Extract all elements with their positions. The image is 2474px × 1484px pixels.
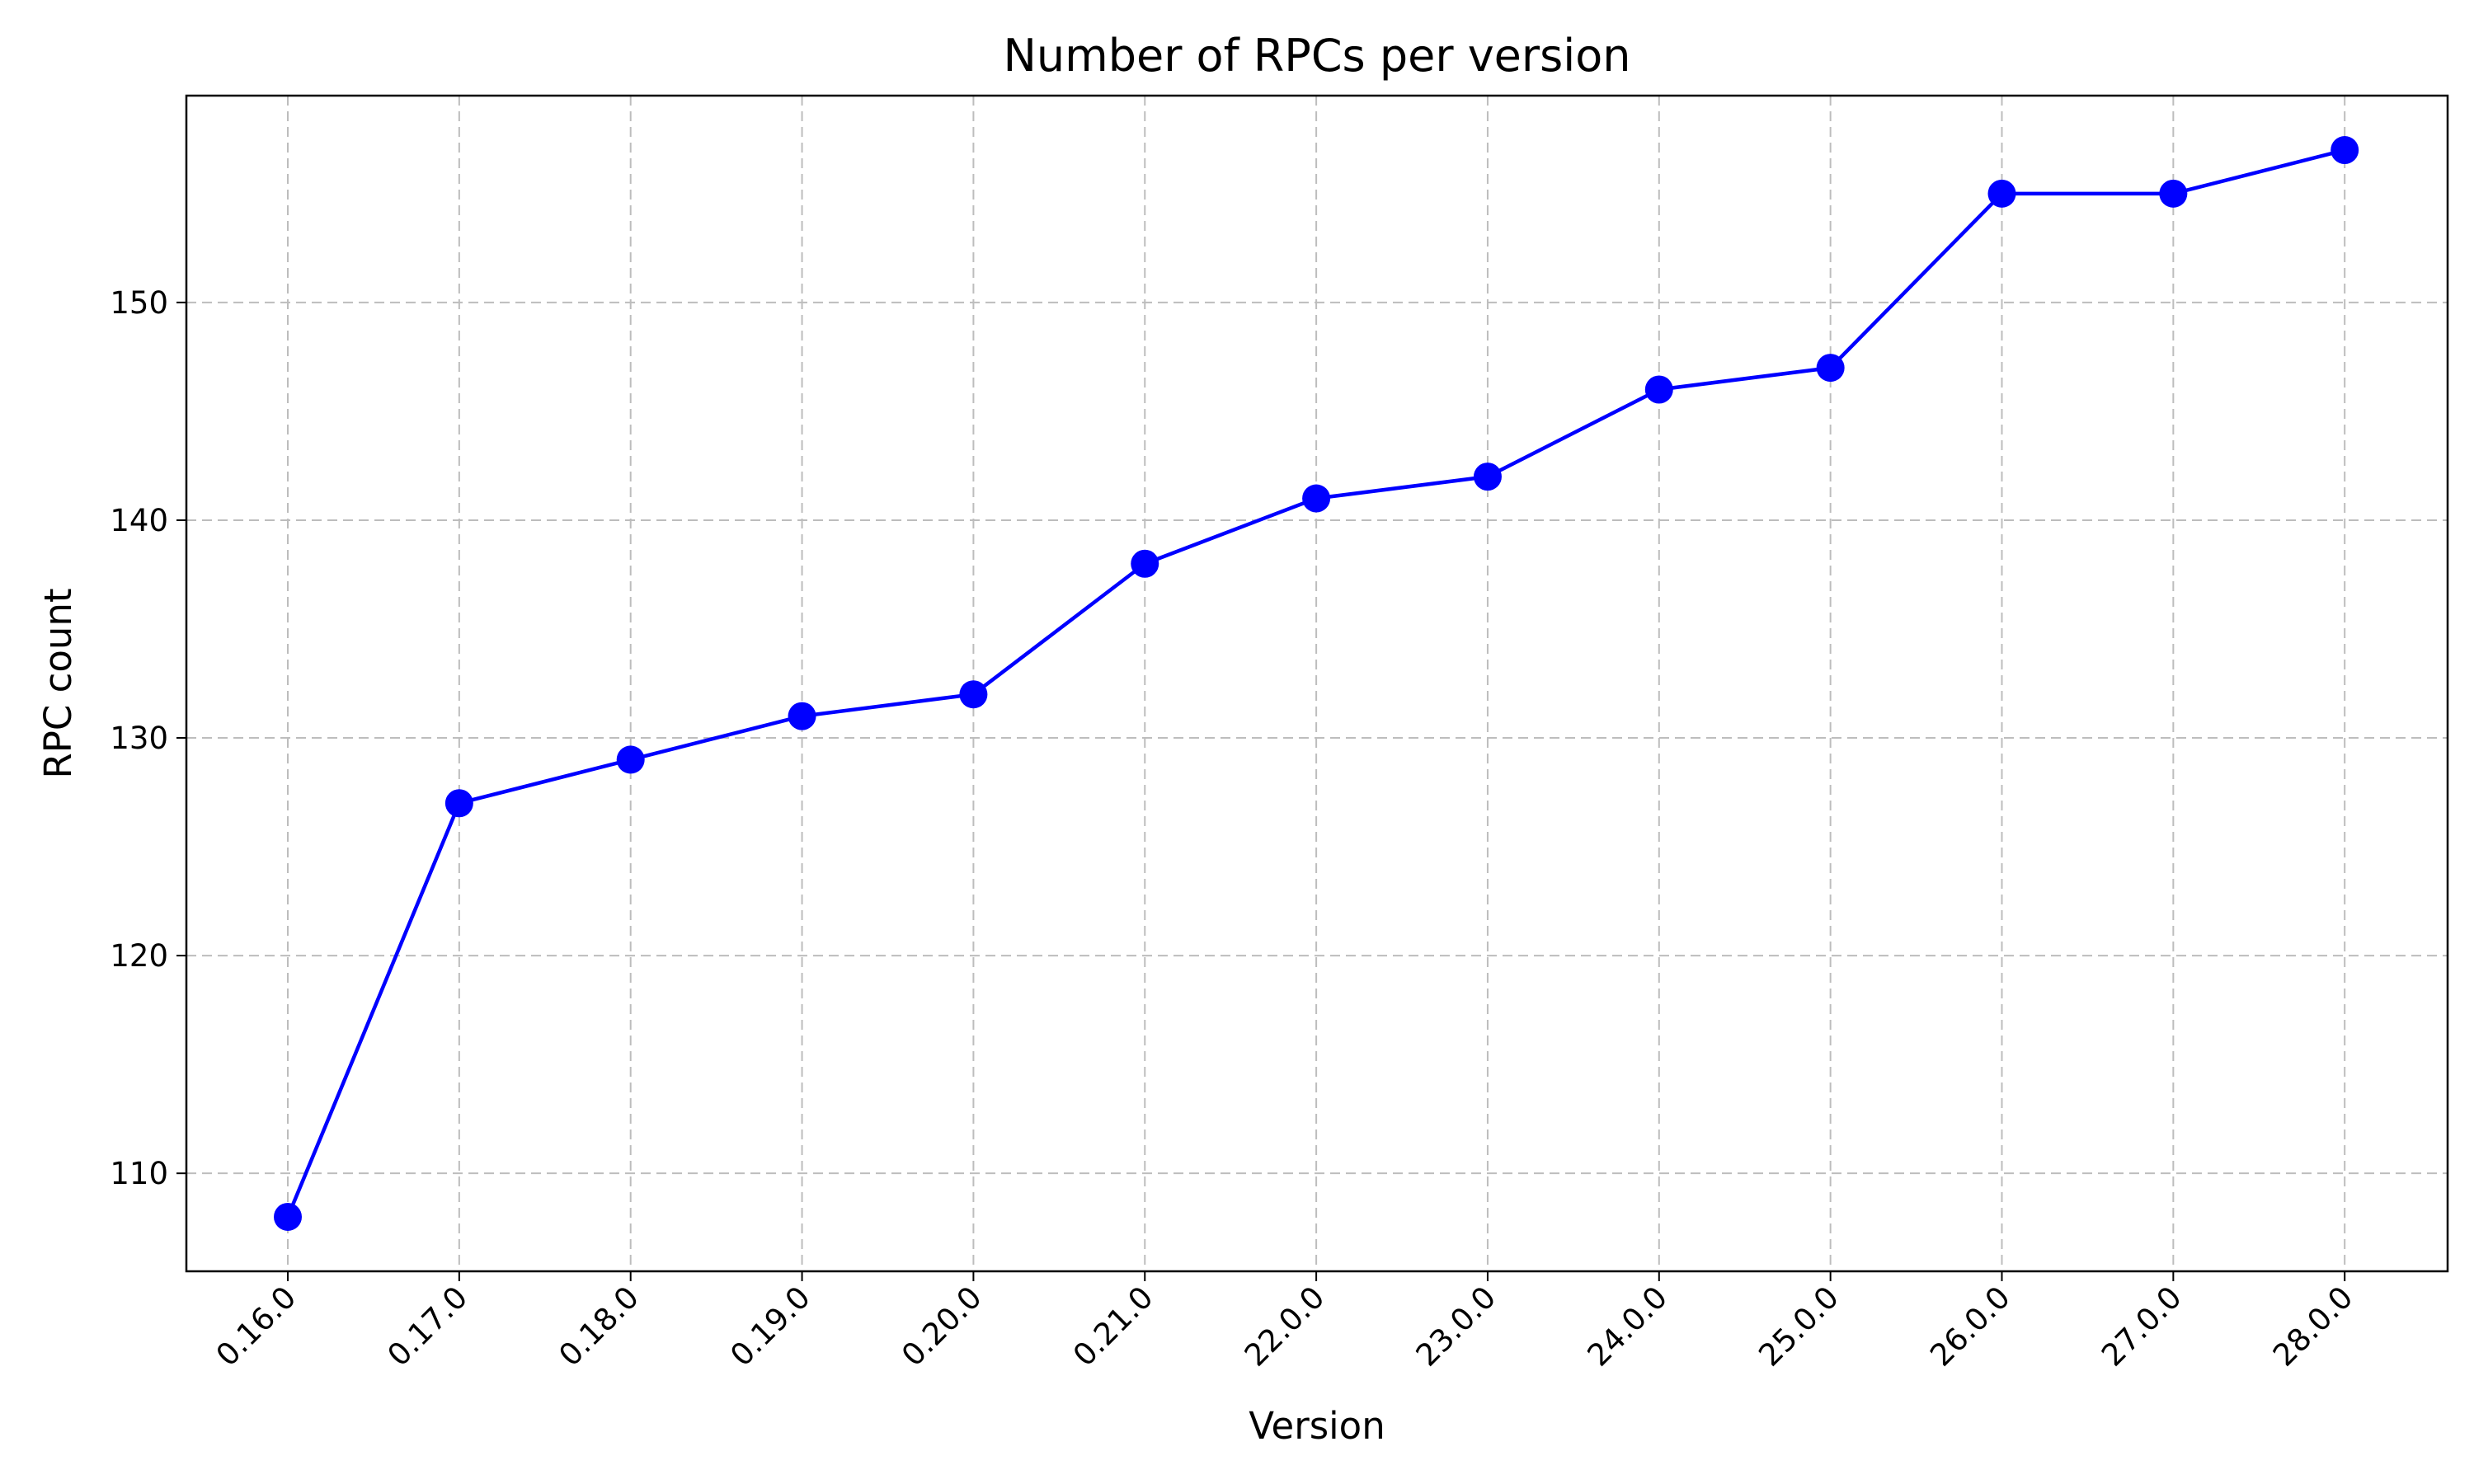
data-point-0.18.0: [616, 745, 645, 774]
data-point-28.0.0: [2331, 136, 2359, 165]
y-tick-label: 150: [110, 285, 168, 321]
x-axis-label: Version: [1249, 1404, 1385, 1448]
marker-layer: [274, 136, 2359, 1231]
data-point-24.0.0: [1644, 375, 1673, 404]
grid: [186, 96, 2448, 1271]
chart-title: Number of RPCs per version: [1003, 30, 1630, 82]
data-point-26.0.0: [1987, 179, 2016, 208]
data-point-27.0.0: [2159, 179, 2188, 208]
y-tick-label: 120: [110, 938, 168, 974]
y-tick-label: 110: [110, 1156, 168, 1191]
data-point-0.17.0: [444, 789, 473, 818]
data-point-0.21.0: [1131, 549, 1159, 578]
y-axis-label: RPC count: [36, 588, 80, 778]
y-axis: 110 120 130 140 150: [110, 285, 186, 1191]
data-point-0.20.0: [959, 680, 988, 709]
data-point-0.16.0: [274, 1202, 302, 1231]
y-tick-label: 130: [110, 721, 168, 756]
y-tick-label: 140: [110, 503, 168, 538]
data-point-0.19.0: [788, 702, 816, 730]
data-point-23.0.0: [1473, 463, 1502, 491]
data-point-22.0.0: [1302, 484, 1331, 513]
data-point-25.0.0: [1816, 354, 1845, 383]
